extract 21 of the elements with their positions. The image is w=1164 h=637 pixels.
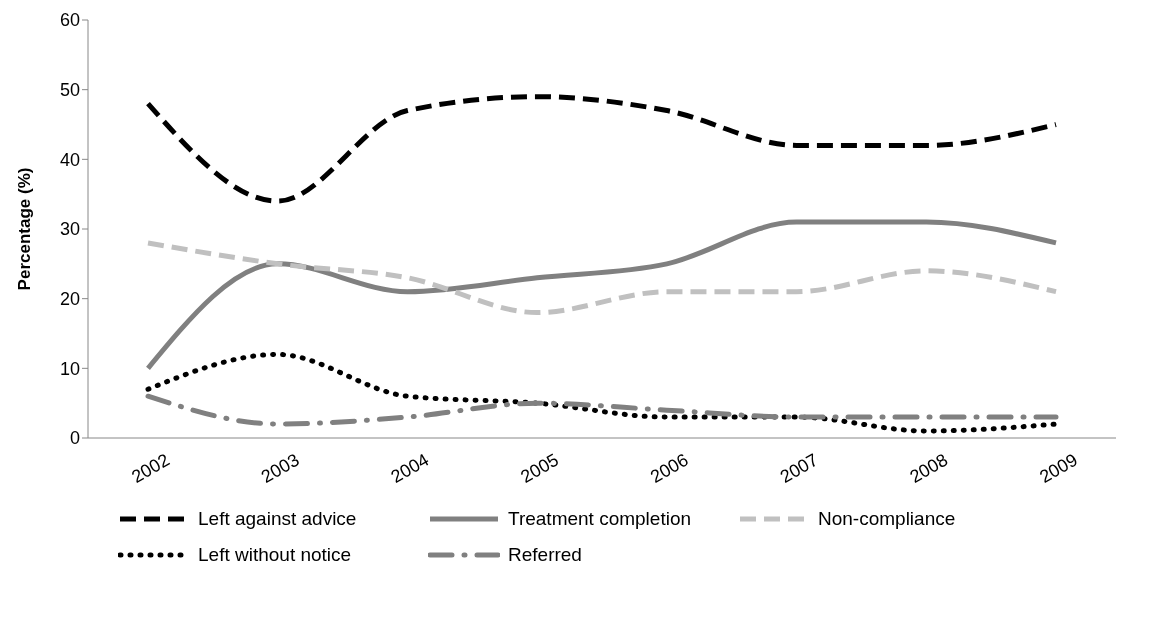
y-tick-label: 50 <box>59 80 80 101</box>
legend-label: Referred <box>508 544 582 566</box>
x-tick-label: 2007 <box>776 449 822 487</box>
x-tick-label: 2005 <box>517 449 562 487</box>
legend-label: Left against advice <box>198 508 357 530</box>
x-tick-label: 2002 <box>128 449 173 487</box>
y-axis-title: Percentage (%) <box>15 167 35 291</box>
y-tick-label: 10 <box>59 358 80 379</box>
y-tick-label: 20 <box>59 289 80 310</box>
legend-label: Treatment completion <box>508 508 692 530</box>
y-tick-label: 30 <box>59 219 80 240</box>
legend-label: Non-compliance <box>818 508 956 530</box>
y-tick-label: 40 <box>59 149 80 170</box>
y-tick-label: 60 <box>59 10 80 31</box>
x-tick-label: 2003 <box>257 449 303 487</box>
x-tick-label: 2004 <box>387 449 433 487</box>
y-tick-label: 0 <box>69 428 80 449</box>
x-tick-label: 2009 <box>1036 449 1081 487</box>
x-tick-label: 2006 <box>647 449 692 487</box>
x-tick-label: 2008 <box>906 449 952 487</box>
legend-label: Left without notice <box>198 544 352 566</box>
